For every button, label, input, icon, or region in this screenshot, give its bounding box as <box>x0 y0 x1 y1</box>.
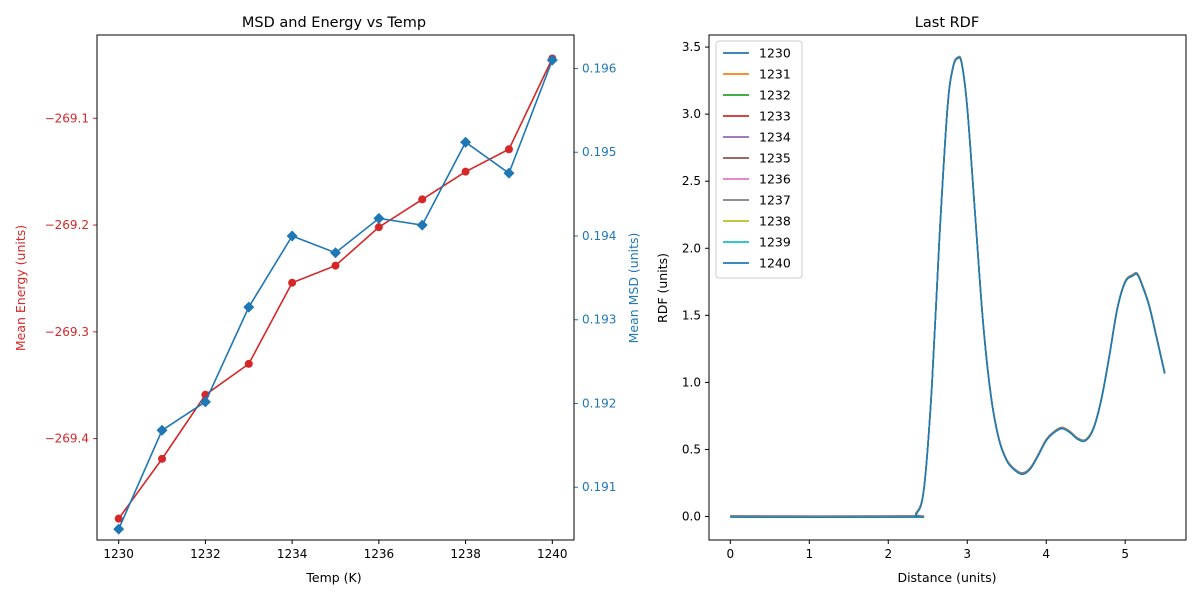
left-x-tick-label: 1230 <box>103 547 134 561</box>
msd-point <box>416 219 428 231</box>
legend-box <box>715 40 803 279</box>
left-x-tick-label: 1234 <box>277 547 308 561</box>
legend-label: 1235 <box>759 151 791 166</box>
legend-label: 1231 <box>759 67 791 82</box>
rdf-x-tick-label: 3 <box>963 547 971 561</box>
rdf-y-axis-label: RDF (units) <box>655 253 670 323</box>
msd-energy-panel: MSD and Energy vs Temp 1230 1232 1234 1236 1… <box>13 15 641 585</box>
right-plot-area: 0 1 2 3 4 50.00.51.01.52.02.53.03.5 <box>682 40 1166 561</box>
legend-label: 1237 <box>759 193 791 208</box>
left-chart-title: MSD and Energy vs Temp <box>242 15 426 31</box>
energy-point <box>504 145 513 154</box>
energy-point <box>244 359 253 368</box>
left-y-tick-label: −269.1 <box>45 111 89 125</box>
legend: 1230 1231 1232 1233 1234 1235 1236 1237 1238 1239… <box>715 40 803 279</box>
rdf-panel: Last RDF 0 1 2 3 4 50.00.51.01.52.02.53.03.5 … <box>655 15 1187 585</box>
msd-point <box>373 212 385 224</box>
msd-point <box>330 247 341 259</box>
left-x-tick-label: 1236 <box>364 547 395 561</box>
rdf-x-tick-label: 2 <box>884 547 892 561</box>
rdf-y-tick-label: 0.0 <box>682 510 701 524</box>
left-x-axis-label: Temp (K) <box>305 570 361 585</box>
msd-point <box>503 167 515 179</box>
right-axes-frame <box>708 34 1187 541</box>
legend-label: 1230 <box>759 46 791 61</box>
left-x-tick-label: 1232 <box>190 547 221 561</box>
left-y-tick-label: −269.2 <box>45 218 89 232</box>
right-y-tick-label: 0.191 <box>582 480 616 494</box>
rdf-x-tick-label: 4 <box>1042 547 1050 561</box>
energy-point <box>288 278 297 287</box>
left-axes-frame <box>96 34 575 541</box>
energy-point <box>331 261 340 270</box>
legend-label: 1238 <box>759 214 791 229</box>
msd-point <box>460 136 472 148</box>
right-y-tick-label: 0.192 <box>582 396 616 410</box>
energy-point <box>418 195 427 204</box>
legend-label: 1240 <box>759 256 791 271</box>
energy-point <box>374 223 383 232</box>
left-plot-area: 1230 1232 1234 1236 1238 1240 −269.4 −269.3 −269… <box>45 54 616 561</box>
rdf-y-tick-label: 2.0 <box>682 241 701 255</box>
left-x-tick-label: 1240 <box>537 547 568 561</box>
right-y-tick-label: 0.196 <box>582 61 616 75</box>
rdf-y-tick-label: 0.5 <box>682 442 701 456</box>
rdf-series-line-1240 <box>730 56 1166 519</box>
left-y-tick-label: −269.4 <box>45 432 89 446</box>
rdf-x-tick-label: 0 <box>727 547 735 561</box>
left-y-axis-label: Mean Energy (units) <box>13 225 28 351</box>
right-y-axis-label: Mean MSD (units) <box>626 233 641 344</box>
left-y-tick-label: −269.3 <box>45 325 89 339</box>
msd-point <box>243 301 255 313</box>
rdf-x-tick-label: 5 <box>1121 547 1129 561</box>
msd-point <box>286 230 298 242</box>
right-y-tick-label: 0.193 <box>582 313 616 327</box>
rdf-y-tick-label: 1.5 <box>682 308 701 322</box>
energy-point <box>461 167 470 176</box>
rdf-y-tick-label: 1.0 <box>682 375 701 389</box>
rdf-y-tick-label: 3.5 <box>682 40 701 54</box>
msd-point <box>199 396 211 408</box>
msd-point <box>156 424 168 436</box>
right-chart-title: Last RDF <box>915 15 979 31</box>
legend-label: 1233 <box>759 109 791 124</box>
rdf-x-axis-label: Distance (units) <box>897 570 996 585</box>
left-x-tick-label: 1238 <box>450 547 481 561</box>
rdf-y-tick-label: 2.5 <box>682 174 701 188</box>
rdf-y-tick-label: 3.0 <box>682 107 701 121</box>
energy-point <box>158 454 167 463</box>
legend-label: 1236 <box>759 172 791 187</box>
msd-point <box>113 523 125 535</box>
rdf-x-tick-label: 1 <box>805 547 813 561</box>
energy-point <box>114 514 123 523</box>
right-y-tick-label: 0.194 <box>582 229 616 243</box>
right-y-tick-label: 0.195 <box>582 145 616 159</box>
msd-point <box>546 54 558 66</box>
legend-label: 1232 <box>759 88 791 103</box>
legend-label: 1234 <box>759 130 791 145</box>
legend-label: 1239 <box>759 235 791 250</box>
